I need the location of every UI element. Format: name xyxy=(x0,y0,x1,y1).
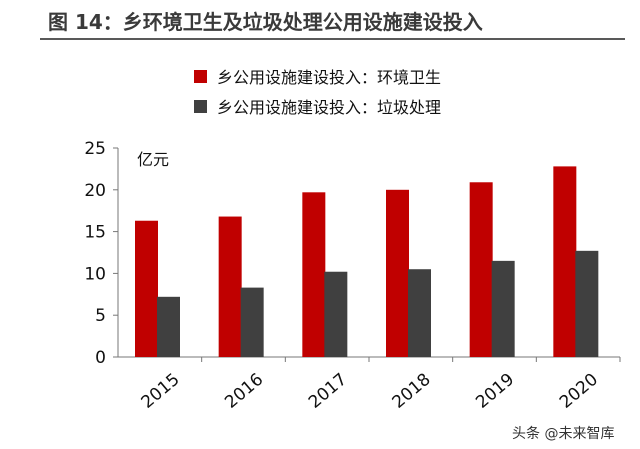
legend-label-2: 乡公用设施建设投入：垃圾处理 xyxy=(217,98,441,117)
bar-series2-2019 xyxy=(491,260,515,357)
y-tick-label-20: 20 xyxy=(84,181,106,201)
bar-series1-2015 xyxy=(135,220,158,357)
legend-label-1: 乡公用设施建设投入：环境卫生 xyxy=(217,68,441,87)
y-tick-label-0: 0 xyxy=(95,348,106,368)
watermark: 头条 @未来智库 xyxy=(512,426,615,442)
bar-series1-2016 xyxy=(218,216,242,357)
x-tick-label-2017: 2017 xyxy=(305,370,351,413)
title-divider xyxy=(40,38,625,40)
x-tick-label-2015: 2015 xyxy=(138,370,184,413)
x-tick-label-2016: 2016 xyxy=(221,370,267,413)
bar-series1-2020 xyxy=(553,166,577,357)
y-unit-label: 亿元 xyxy=(137,150,169,169)
bar-series2-2016 xyxy=(240,287,264,357)
y-tick-label-10: 10 xyxy=(84,264,106,284)
figure-header: 图 14：乡环境卫生及垃圾处理公用设施建设投入 xyxy=(0,0,640,40)
y-tick-label-5: 5 xyxy=(95,306,106,326)
y-tick-label-25: 25 xyxy=(84,139,106,159)
y-tick-label-15: 15 xyxy=(84,223,106,243)
bar-series1-2018 xyxy=(386,189,409,357)
x-tick-label-2020: 2020 xyxy=(556,370,602,413)
legend-swatch-2 xyxy=(194,100,207,113)
bar-series2-2020 xyxy=(575,250,599,357)
bar-series2-2018 xyxy=(408,269,431,357)
x-tick-label-2019: 2019 xyxy=(472,370,518,413)
bar-series1-2017 xyxy=(302,192,326,357)
x-tick-label-2018: 2018 xyxy=(389,370,435,413)
bar-series2-2017 xyxy=(324,271,348,357)
bar-series2-2015 xyxy=(157,296,180,357)
bar-series1-2019 xyxy=(469,182,493,357)
figure-title: 图 14：乡环境卫生及垃圾处理公用设施建设投入 xyxy=(48,10,483,34)
legend-swatch-1 xyxy=(194,70,207,83)
